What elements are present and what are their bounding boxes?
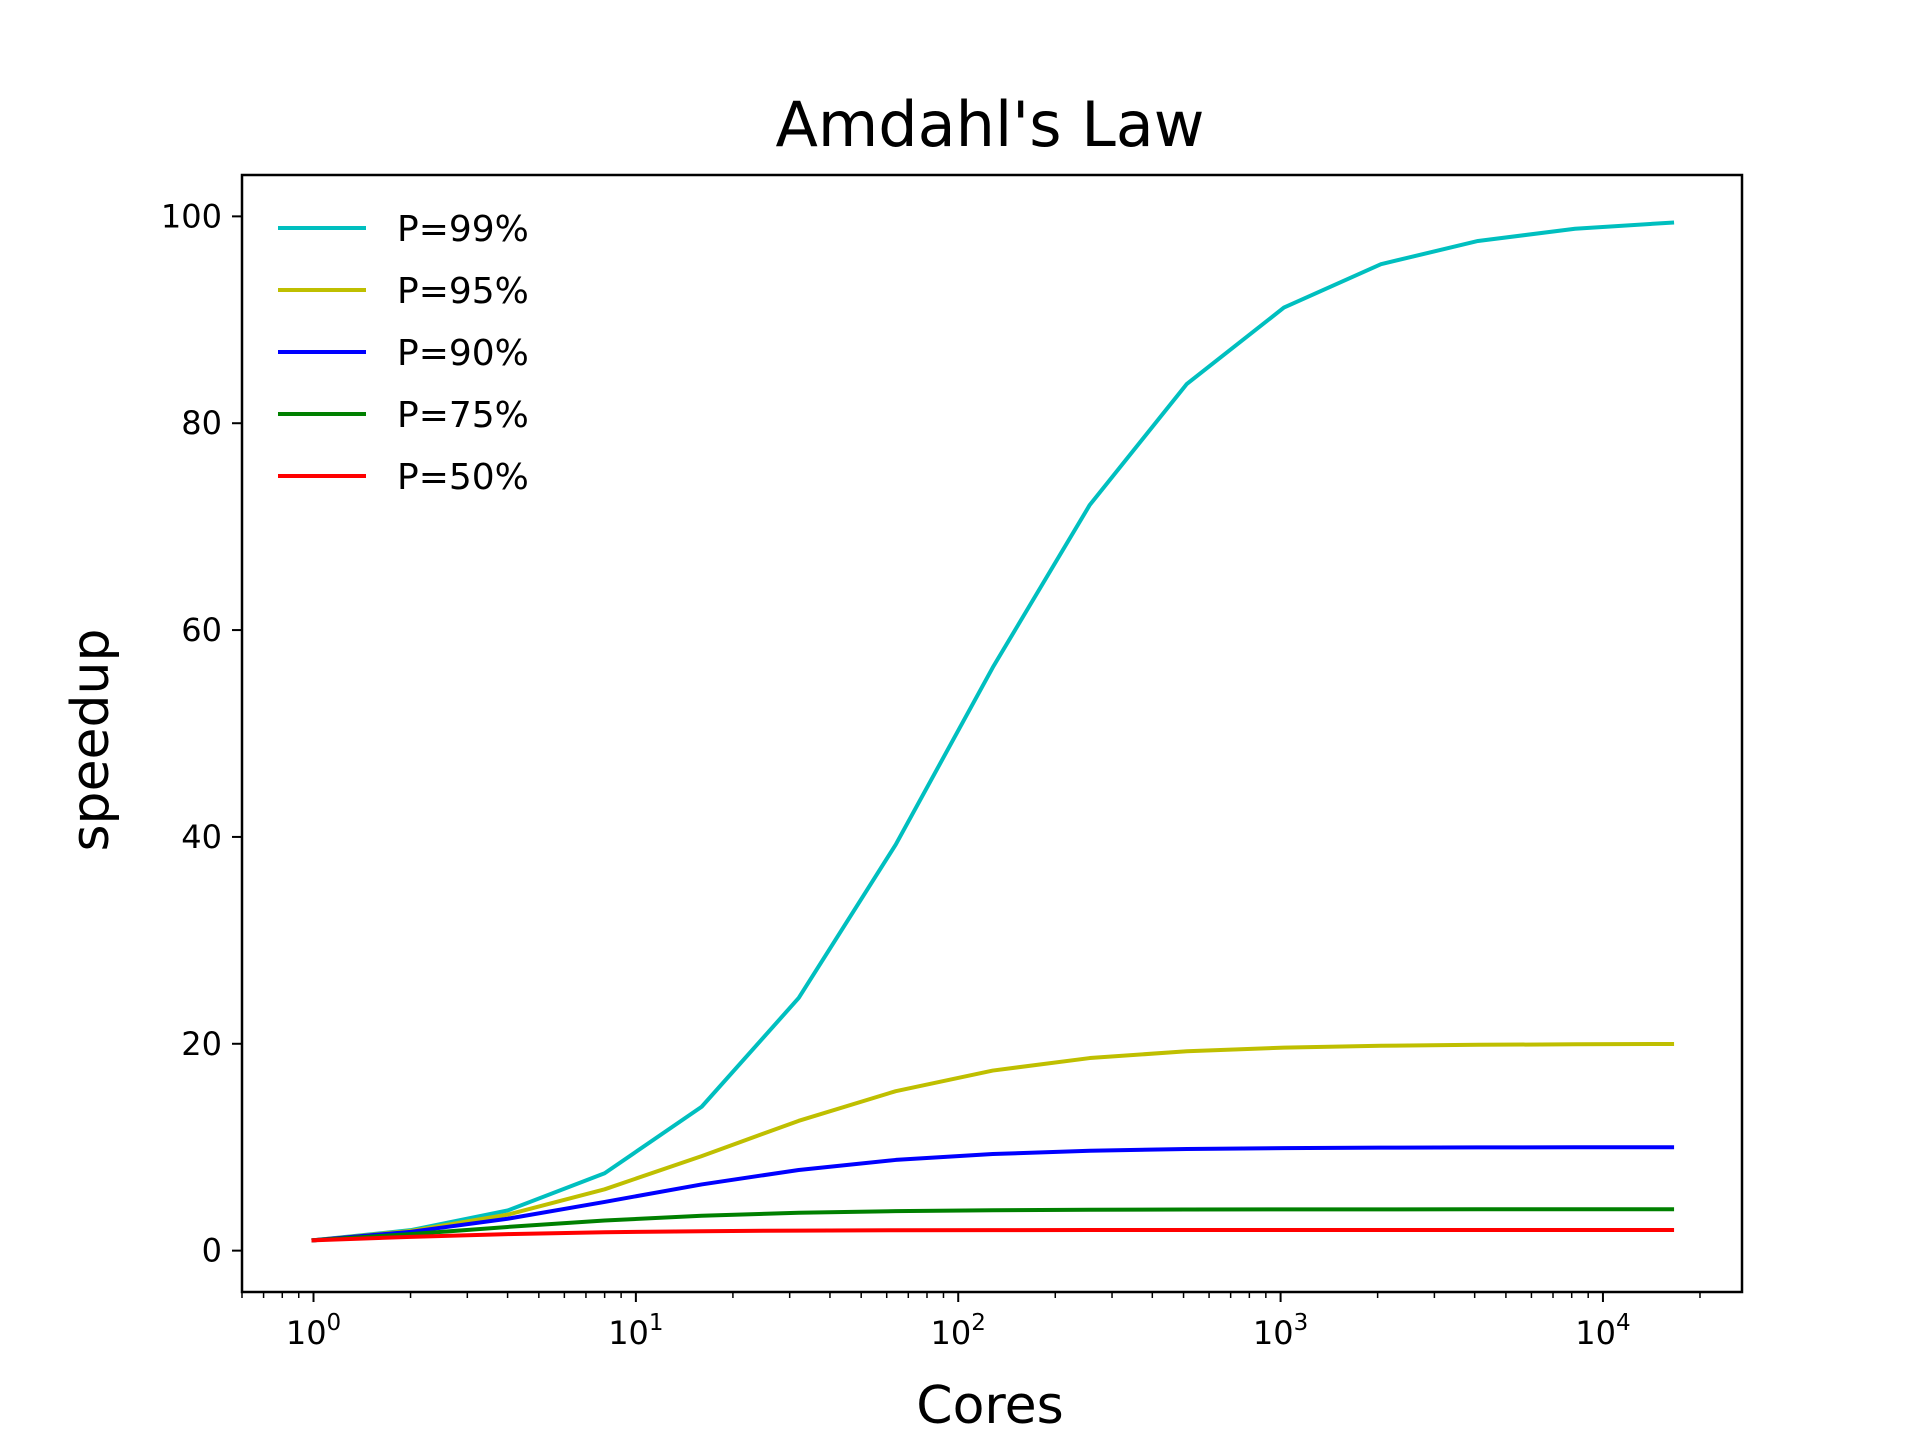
legend-label-4: P=50% xyxy=(397,457,529,498)
legend-label-1: P=95% xyxy=(397,271,529,312)
y-tick-label: 20 xyxy=(181,1025,222,1063)
legend-label-0: P=99% xyxy=(397,209,529,250)
x-tick-label: 102 xyxy=(931,1310,986,1352)
y-tick-label: 60 xyxy=(181,611,222,649)
y-tick-label: 100 xyxy=(161,197,222,235)
y-tick-label: 80 xyxy=(181,404,222,442)
y-axis: 0 20 40 60 80 100 xyxy=(161,197,242,1270)
series-line-0 xyxy=(311,220,1675,1243)
series-line-3 xyxy=(311,1207,1675,1243)
legend-label-2: P=90% xyxy=(397,333,529,374)
y-axis-title: speedup xyxy=(61,628,121,851)
x-tick-label: 104 xyxy=(1575,1310,1630,1352)
chart-title: Amdahl's Law xyxy=(776,88,1205,161)
x-tick-label: 103 xyxy=(1253,1310,1308,1352)
x-tick-label: 101 xyxy=(608,1310,663,1352)
x-axis: 100 101 102 103 104 xyxy=(241,1292,1701,1352)
legend: P=99% P=95% P=90% P=75% P=50% xyxy=(278,209,529,498)
x-tick-label: 100 xyxy=(286,1310,341,1352)
series-line-1 xyxy=(311,1041,1675,1243)
series-line-4 xyxy=(311,1227,1675,1243)
legend-label-3: P=75% xyxy=(397,395,529,436)
y-tick-label: 40 xyxy=(181,818,222,856)
y-tick-label: 0 xyxy=(202,1232,222,1270)
series-line-2 xyxy=(311,1145,1675,1243)
x-axis-title: Cores xyxy=(916,1376,1063,1436)
plot-frame xyxy=(240,173,1744,1294)
plot-area xyxy=(311,220,1675,1243)
